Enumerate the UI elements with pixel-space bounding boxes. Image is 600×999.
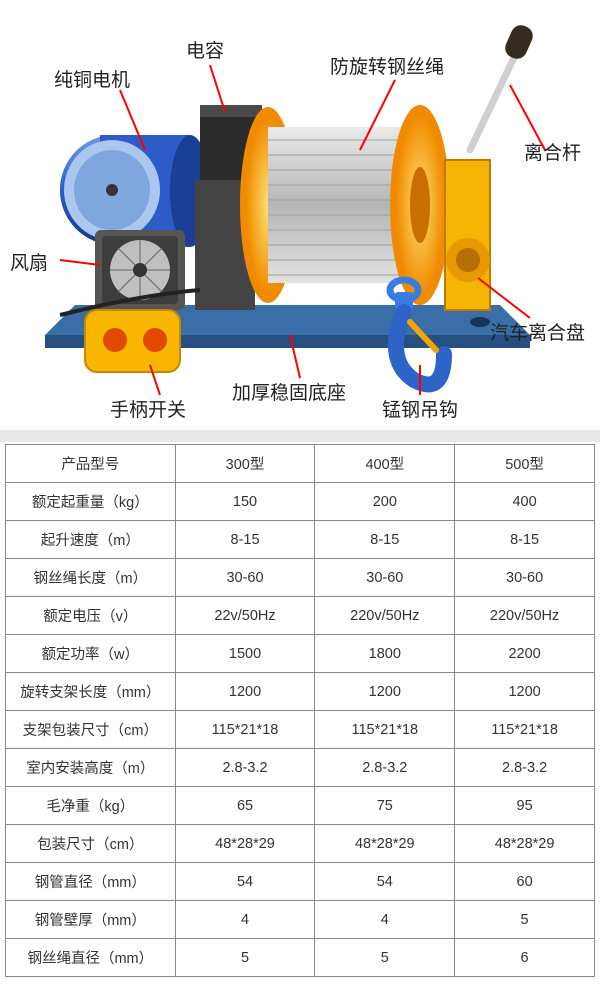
table-row: 毛净重（kg） 65 75 95: [6, 787, 595, 825]
row-label: 钢管壁厚（mm）: [6, 901, 176, 939]
row-value: 115*21*18: [315, 711, 455, 749]
row-label: 额定起重量（kg）: [6, 483, 176, 521]
row-value: 54: [315, 863, 455, 901]
row-label: 支架包装尺寸（cm）: [6, 711, 176, 749]
label-base: 加厚稳固底座: [232, 378, 346, 405]
row-value: 75: [315, 787, 455, 825]
header-cell: 400型: [315, 445, 455, 483]
label-fan: 风扇: [10, 248, 48, 275]
table-row: 钢丝绳长度（m） 30-60 30-60 30-60: [6, 559, 595, 597]
clutch-lever-shape: [470, 22, 536, 150]
row-value: 5: [175, 939, 315, 977]
row-value: 65: [175, 787, 315, 825]
row-value: 95: [455, 787, 595, 825]
row-value: 30-60: [455, 559, 595, 597]
label-clutch-lever: 离合杆: [524, 138, 581, 165]
row-value: 8-15: [315, 521, 455, 559]
row-value: 2.8-3.2: [315, 749, 455, 787]
row-value: 4: [175, 901, 315, 939]
row-label: 室内安装高度（m）: [6, 749, 176, 787]
row-value: 1200: [455, 673, 595, 711]
row-value: 4: [315, 901, 455, 939]
row-label: 钢丝绳直径（mm）: [6, 939, 176, 977]
table-header-row: 产品型号 300型 400型 500型: [6, 445, 595, 483]
row-value: 2200: [455, 635, 595, 673]
table-row: 钢管直径（mm） 54 54 60: [6, 863, 595, 901]
row-value: 1200: [175, 673, 315, 711]
row-value: 400: [455, 483, 595, 521]
table-row: 钢丝绳直径（mm） 5 5 6: [6, 939, 595, 977]
table-row: 支架包装尺寸（cm） 115*21*18 115*21*18 115*21*18: [6, 711, 595, 749]
clutch-housing-shape: [445, 160, 490, 310]
row-value: 220v/50Hz: [455, 597, 595, 635]
row-value: 48*28*29: [455, 825, 595, 863]
drum-shape: [240, 105, 450, 305]
row-value: 150: [175, 483, 315, 521]
row-value: 115*21*18: [175, 711, 315, 749]
row-value: 8-15: [175, 521, 315, 559]
row-value: 2.8-3.2: [455, 749, 595, 787]
row-label: 额定电压（v）: [6, 597, 176, 635]
row-value: 6: [455, 939, 595, 977]
row-value: 1500: [175, 635, 315, 673]
row-value: 48*28*29: [175, 825, 315, 863]
label-hook: 锰钢吊钩: [382, 395, 458, 422]
section-divider: [0, 430, 600, 442]
header-cell: 500型: [455, 445, 595, 483]
row-value: 8-15: [455, 521, 595, 559]
table-row: 额定电压（v） 22v/50Hz 220v/50Hz 220v/50Hz: [6, 597, 595, 635]
row-value: 220v/50Hz: [315, 597, 455, 635]
table-row: 室内安装高度（m） 2.8-3.2 2.8-3.2 2.8-3.2: [6, 749, 595, 787]
row-label: 毛净重（kg）: [6, 787, 176, 825]
label-rope: 防旋转钢丝绳: [330, 52, 444, 79]
row-label: 钢丝绳长度（m）: [6, 559, 176, 597]
row-label: 钢管直径（mm）: [6, 863, 176, 901]
product-diagram: 纯铜电机 电容 防旋转钢丝绳 离合杆 风扇 手柄开关 加厚稳固底座 锰钢吊钩 汽…: [0, 0, 600, 430]
row-value: 48*28*29: [315, 825, 455, 863]
row-value: 5: [455, 901, 595, 939]
row-label: 额定功率（w）: [6, 635, 176, 673]
row-value: 5: [315, 939, 455, 977]
row-value: 1800: [315, 635, 455, 673]
row-label: 起升速度（m）: [6, 521, 176, 559]
label-capacitor: 电容: [186, 36, 224, 63]
row-value: 22v/50Hz: [175, 597, 315, 635]
table-row: 额定功率（w） 1500 1800 2200: [6, 635, 595, 673]
row-value: 54: [175, 863, 315, 901]
table-row: 额定起重量（kg） 150 200 400: [6, 483, 595, 521]
label-clutch-disc: 汽车离合盘: [490, 318, 585, 345]
row-value: 1200: [315, 673, 455, 711]
row-label: 旋转支架长度（mm）: [6, 673, 176, 711]
table-row: 包装尺寸（cm） 48*28*29 48*28*29 48*28*29: [6, 825, 595, 863]
row-value: 60: [455, 863, 595, 901]
header-cell: 300型: [175, 445, 315, 483]
row-value: 30-60: [175, 559, 315, 597]
label-handle: 手柄开关: [110, 395, 186, 422]
table-row: 旋转支架长度（mm） 1200 1200 1200: [6, 673, 595, 711]
table-row: 钢管壁厚（mm） 4 4 5: [6, 901, 595, 939]
table-row: 起升速度（m） 8-15 8-15 8-15: [6, 521, 595, 559]
spec-table: 产品型号 300型 400型 500型 额定起重量（kg） 150 200 40…: [5, 444, 595, 977]
label-motor: 纯铜电机: [54, 65, 130, 92]
row-value: 200: [315, 483, 455, 521]
row-value: 30-60: [315, 559, 455, 597]
row-value: 2.8-3.2: [175, 749, 315, 787]
header-cell: 产品型号: [6, 445, 176, 483]
row-label: 包装尺寸（cm）: [6, 825, 176, 863]
row-value: 115*21*18: [455, 711, 595, 749]
